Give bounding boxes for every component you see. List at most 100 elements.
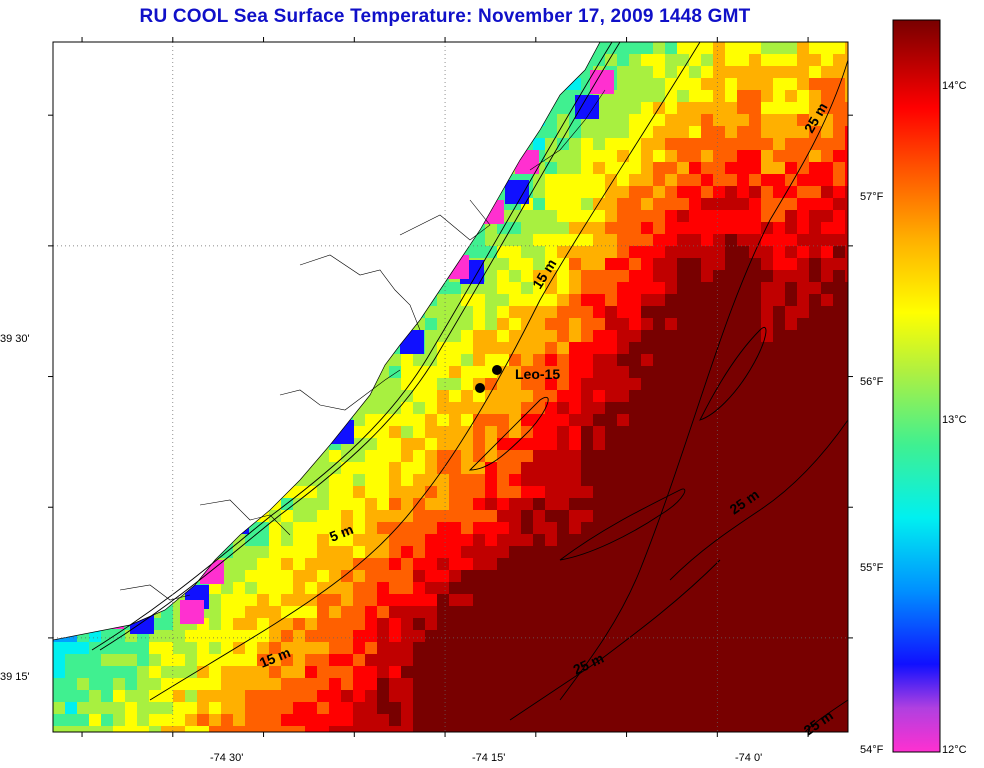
sst-cell: [809, 498, 821, 510]
sst-cell: [533, 510, 545, 522]
sst-cell: [785, 78, 797, 90]
sst-cell: [797, 150, 809, 162]
sst-cell: [725, 342, 737, 354]
sst-cell: [497, 294, 509, 306]
sst-cell: [617, 162, 629, 174]
sst-cell: [677, 690, 689, 702]
sst-cell: [773, 54, 785, 66]
sst-cell: [617, 630, 629, 642]
sst-cell: [617, 498, 629, 510]
sst-cell: [557, 390, 569, 402]
sst-cell: [797, 54, 809, 66]
sst-cell: [413, 390, 425, 402]
colorbar-label-13c: 13°C: [942, 414, 967, 426]
sst-cell: [413, 486, 425, 498]
sst-cell: [773, 282, 785, 294]
sst-cell: [401, 546, 413, 558]
sst-cell: [497, 726, 509, 732]
sst-cell: [689, 606, 701, 618]
sst-cell: [665, 582, 677, 594]
sst-cell: [605, 462, 617, 474]
sst-cell: [365, 426, 377, 438]
sst-cell: [653, 522, 665, 534]
sst-cell: [413, 402, 425, 414]
sst-cell: [773, 162, 785, 174]
sst-cell: [269, 714, 281, 726]
sst-cell: [53, 654, 65, 666]
sst-cell: [737, 222, 749, 234]
sst-cell: [437, 618, 449, 630]
sst-cell: [353, 606, 365, 618]
sst-cell: [749, 462, 761, 474]
sst-cell: [101, 702, 113, 714]
sst-cell: [533, 522, 545, 534]
sst-cell: [665, 702, 677, 714]
sst-cell: [413, 570, 425, 582]
sst-cell: [425, 450, 437, 462]
sst-cell: [605, 426, 617, 438]
sst-cell: [605, 174, 617, 186]
sst-cell: [113, 726, 125, 732]
sst-cell: [665, 438, 677, 450]
sst-cell: [749, 618, 761, 630]
sst-cell: [437, 366, 449, 378]
station-marker-leo15-a[interactable]: [492, 365, 502, 375]
sst-cell: [617, 558, 629, 570]
sst-cell: [665, 306, 677, 318]
sst-cell: [101, 666, 113, 678]
sst-cell: [569, 294, 581, 306]
sst-cell: [821, 690, 833, 702]
sst-cell: [725, 186, 737, 198]
sst-cell: [353, 486, 365, 498]
sst-cell: [617, 546, 629, 558]
sst-cell: [713, 570, 725, 582]
sst-cell: [689, 342, 701, 354]
sst-cell: [605, 270, 617, 282]
sst-cell: [629, 198, 641, 210]
sst-cell: [605, 354, 617, 366]
sst-cell: [665, 714, 677, 726]
sst-cell: [545, 474, 557, 486]
sst-cell: [581, 126, 593, 138]
sst-cell: [701, 594, 713, 606]
station-marker-leo15-b[interactable]: [475, 383, 485, 393]
sst-cell: [845, 702, 848, 714]
sst-cell: [785, 534, 797, 546]
sst-cell: [785, 666, 797, 678]
sst-cell: [461, 390, 473, 402]
sst-cell: [701, 618, 713, 630]
sst-cell: [389, 426, 401, 438]
sst-cell: [581, 330, 593, 342]
sst-cell: [737, 534, 749, 546]
sst-cell: [569, 426, 581, 438]
sst-cell: [833, 462, 845, 474]
sst-cell: [569, 462, 581, 474]
sst-cell: [749, 258, 761, 270]
sst-cell: [701, 90, 713, 102]
sst-cell: [689, 678, 701, 690]
sst-cell: [797, 570, 809, 582]
sst-cell: [341, 726, 353, 732]
sst-cell: [209, 606, 221, 618]
sst-cell: [725, 474, 737, 486]
sst-cell: [749, 570, 761, 582]
sst-cell: [797, 222, 809, 234]
sst-cell: [377, 654, 389, 666]
sst-cell: [293, 726, 305, 732]
sst-cell: [365, 498, 377, 510]
sst-cell: [377, 402, 389, 414]
sst-cell: [821, 246, 833, 258]
sst-cell: [809, 690, 821, 702]
sst-cell: [173, 666, 185, 678]
sst-cell: [341, 558, 353, 570]
sst-cell: [89, 654, 101, 666]
sst-cell: [761, 462, 773, 474]
sst-cell: [521, 414, 533, 426]
sst-cell: [593, 210, 605, 222]
sst-cell: [557, 666, 569, 678]
sst-cell: [845, 78, 848, 90]
sst-cell: [545, 294, 557, 306]
sst-cell: [557, 438, 569, 450]
sst-cell: [833, 258, 845, 270]
sst-cell: [497, 618, 509, 630]
